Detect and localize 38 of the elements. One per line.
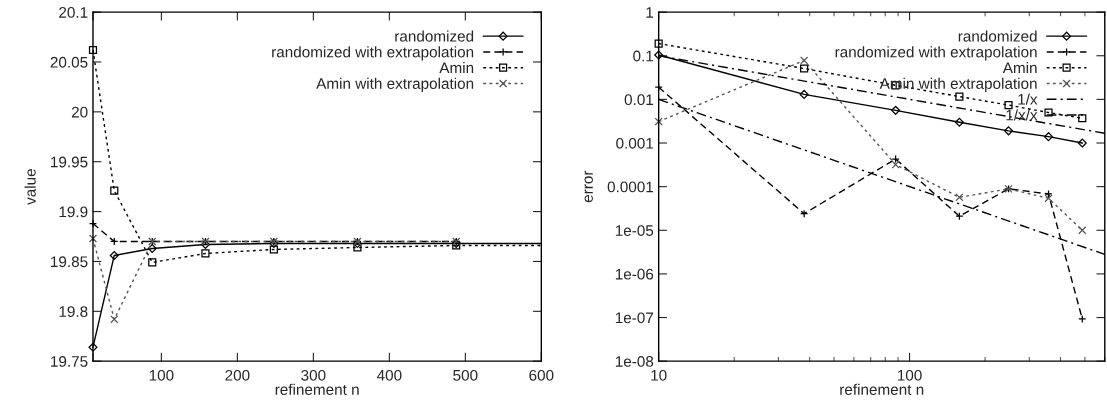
y-tick-label: 20.05 bbox=[50, 56, 88, 68]
y-tick-label: 0.01 bbox=[624, 94, 654, 106]
y-tick-label: 20 bbox=[71, 106, 88, 118]
legend-label: randomized with extrapolation bbox=[272, 46, 474, 61]
x-tick-label: 500 bbox=[453, 369, 478, 381]
x-tick-label: 100 bbox=[149, 369, 174, 381]
x-tick-label: 100 bbox=[897, 369, 922, 381]
y-tick-label: 1e-05 bbox=[615, 225, 654, 236]
legend-label: 1/x/x bbox=[1006, 109, 1038, 121]
x-tick-label: 400 bbox=[376, 369, 402, 381]
y-tick-label: 19.8 bbox=[59, 306, 88, 317]
x-axis-title: refinement n bbox=[275, 383, 359, 395]
y-tick-label: 20.1 bbox=[59, 6, 88, 18]
x-tick-label: 200 bbox=[225, 369, 250, 381]
legend-label: randomized bbox=[958, 30, 1037, 42]
y-tick-label: 1 bbox=[646, 7, 654, 18]
y-tick-label: 19.95 bbox=[51, 156, 88, 168]
legend-label: Amin bbox=[439, 61, 474, 74]
legend-label: randomized bbox=[395, 30, 474, 42]
y-tick-label: 0.0001 bbox=[607, 181, 654, 193]
y-tick-label: 0.1 bbox=[633, 50, 654, 62]
y-tick-label: 1e-06 bbox=[615, 268, 654, 280]
y-axis-title: error bbox=[584, 170, 593, 203]
y-axis-title: value bbox=[24, 169, 36, 205]
x-tick-label: 300 bbox=[301, 369, 326, 381]
y-tick-label: 1e-08 bbox=[615, 356, 654, 367]
legend-label: 1/x bbox=[1018, 93, 1038, 105]
x-axis-title: refinement n bbox=[840, 383, 924, 395]
legend-label: Amin with extrapolation bbox=[316, 77, 474, 92]
y-tick-label: 19.75 bbox=[51, 356, 88, 367]
x-tick-label: 600 bbox=[529, 369, 554, 381]
y-tick-label: 19.85 bbox=[51, 256, 88, 268]
x-tick-label: 10 bbox=[651, 369, 667, 381]
y-tick-label: 19.9 bbox=[59, 206, 88, 218]
y-tick-label: 1e-07 bbox=[615, 312, 654, 324]
legend-label: randomized with extrapolation bbox=[835, 46, 1037, 61]
legend-label: Amin bbox=[1002, 61, 1037, 74]
y-tick-label: 0.001 bbox=[616, 137, 654, 149]
